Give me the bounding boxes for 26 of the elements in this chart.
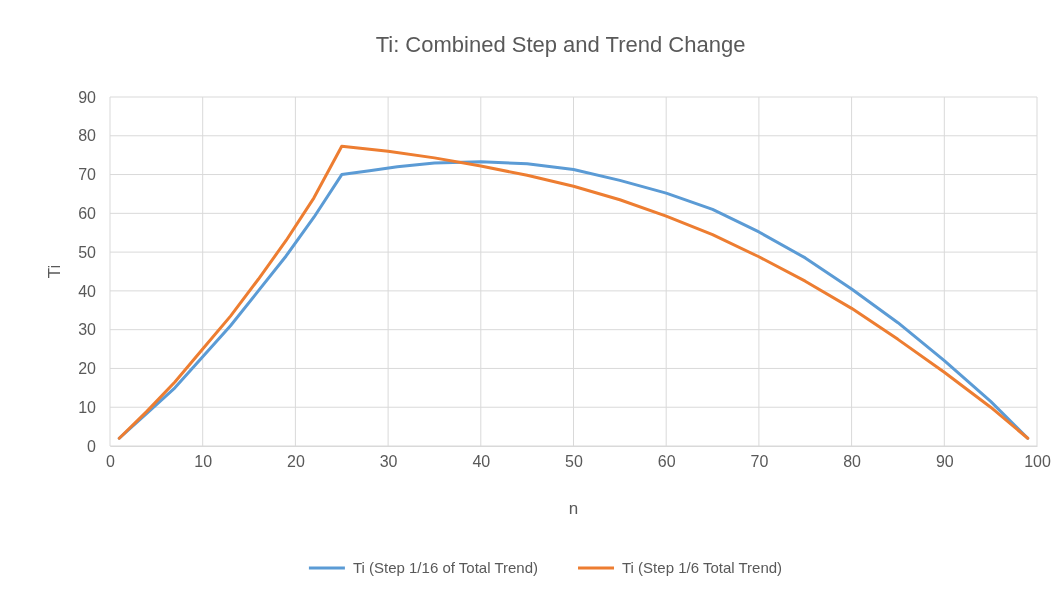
x-tick-label: 0 — [106, 453, 116, 471]
y-tick-label: 60 — [78, 204, 97, 222]
y-tick-label: 90 — [78, 88, 97, 106]
chart-title: Ti: Combined Step and Trend Change — [375, 32, 746, 57]
x-tick-label: 70 — [750, 453, 769, 471]
y-tick-label: 10 — [78, 398, 97, 416]
x-tick-label: 30 — [379, 453, 398, 471]
x-axis-title: n — [568, 499, 579, 518]
y-tick-label: 0 — [87, 437, 97, 455]
x-tick-label: 50 — [565, 453, 583, 471]
legend-label: Ti (Step 1/6 Total Trend) — [622, 559, 783, 576]
x-tick-label: 20 — [287, 453, 305, 471]
x-tick-label: 80 — [843, 453, 862, 471]
x-tick-label: 10 — [194, 453, 213, 471]
y-tick-label: 30 — [78, 321, 97, 339]
x-tick-label: 40 — [472, 453, 491, 471]
y-tick-label: 80 — [78, 127, 97, 145]
x-tick-label: 60 — [657, 453, 676, 471]
y-tick-label: 20 — [78, 360, 97, 378]
legend-label: Ti (Step 1/16 of Total Trend) — [352, 559, 539, 576]
y-axis-title: Ti — [45, 264, 64, 279]
y-tick-label: 40 — [78, 282, 97, 300]
y-tick-label: 50 — [78, 243, 97, 261]
x-tick-label: 100 — [1024, 453, 1051, 471]
y-tick-label: 70 — [78, 166, 97, 184]
x-tick-label: 90 — [935, 453, 954, 471]
